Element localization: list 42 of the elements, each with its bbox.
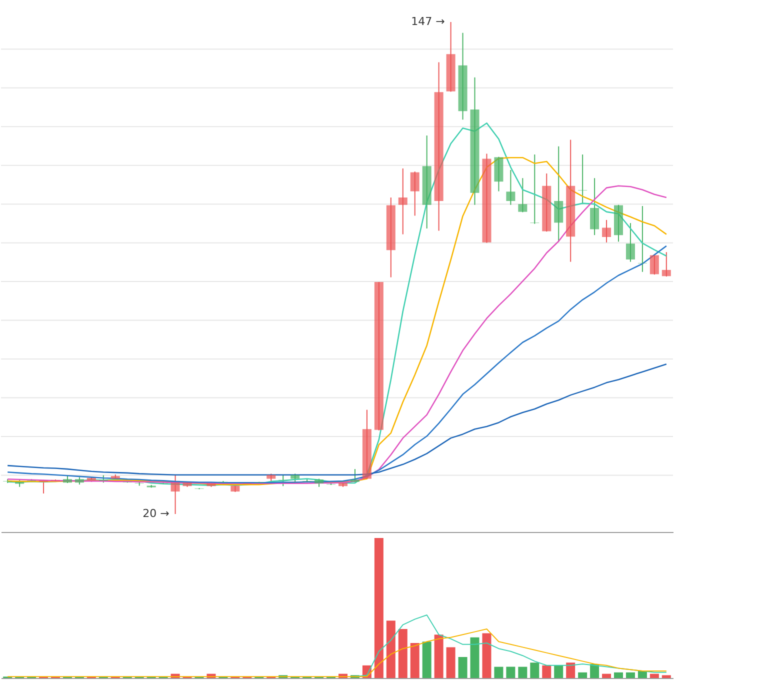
bar <box>518 666 528 678</box>
bar <box>554 665 564 678</box>
bar <box>494 666 504 678</box>
bar <box>602 674 612 678</box>
bar <box>638 671 647 678</box>
candlestick <box>638 206 647 272</box>
bar <box>614 672 623 678</box>
bar <box>566 662 576 678</box>
bar <box>434 634 444 678</box>
candlestick <box>662 252 671 278</box>
bar <box>626 672 635 678</box>
candlestick <box>650 254 659 276</box>
candlestick <box>410 171 420 216</box>
annotation: 147 → <box>411 15 445 28</box>
annotation: 20 → <box>142 507 170 520</box>
bar <box>530 662 540 678</box>
bar <box>482 633 492 678</box>
bar <box>446 647 456 678</box>
candlestick <box>578 154 588 205</box>
candlestick <box>602 219 612 243</box>
bar <box>506 666 516 678</box>
candlestick <box>39 479 48 494</box>
candlestick <box>530 154 540 224</box>
bar <box>398 629 408 678</box>
bar <box>650 674 659 678</box>
candlestick <box>554 146 564 243</box>
candlestick <box>518 178 528 213</box>
candlestick <box>398 168 408 235</box>
candlestick <box>590 178 600 236</box>
bar <box>410 643 420 678</box>
bar <box>422 642 432 678</box>
candlestick <box>506 169 516 206</box>
bar <box>470 637 480 678</box>
candlestick <box>350 468 360 483</box>
candlestick <box>626 222 635 262</box>
bar <box>662 675 671 678</box>
bar <box>542 665 552 678</box>
bar <box>458 657 468 678</box>
bar <box>578 672 588 678</box>
bar <box>386 620 396 678</box>
candlestick <box>170 474 180 514</box>
bar <box>374 538 384 678</box>
